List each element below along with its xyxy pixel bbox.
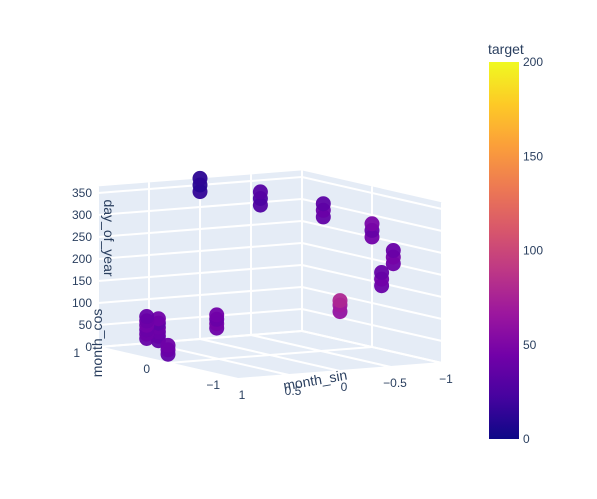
gridline-y	[97, 330, 303, 348]
z-tick-label: 300	[72, 208, 92, 222]
x-tick-label: 0	[341, 380, 348, 394]
data-point	[150, 311, 166, 327]
x-tick-label: 1	[239, 388, 246, 402]
scatter-points	[139, 170, 401, 362]
data-point	[315, 196, 331, 212]
gridline-y	[167, 346, 373, 364]
colorbar-tick-label: 0	[523, 432, 530, 446]
x-tick-label: −0.5	[383, 376, 407, 390]
z-tick-label: 100	[72, 296, 92, 310]
z-tick-label: 50	[79, 318, 93, 332]
colorbar-tick-label: 100	[523, 244, 543, 258]
data-point	[192, 170, 208, 186]
x-tick-label: −1	[439, 372, 453, 386]
colorbar-title: target	[488, 41, 524, 57]
data-point	[374, 265, 390, 280]
gridline-y	[237, 362, 443, 380]
data-point	[252, 184, 268, 200]
colorbar-tick-label: 200	[523, 55, 543, 69]
z-tick-label: 150	[72, 274, 92, 288]
data-point	[385, 243, 401, 258]
data-point	[209, 307, 225, 323]
colorbar-ticks: 0 50 100 150 200	[523, 55, 543, 446]
y-axis-title: month_cos	[89, 309, 105, 377]
data-point	[139, 309, 155, 324]
data-point	[332, 293, 348, 309]
colorbar-tick-label: 50	[523, 338, 537, 352]
z-axis-title: day_of_year	[101, 199, 117, 276]
scene-grid	[97, 170, 443, 380]
z-tick-label: 0	[85, 340, 92, 354]
z-tick-label: 250	[72, 230, 92, 244]
y-tick-label: 1	[73, 346, 80, 360]
y-tick-label: 0	[143, 362, 150, 376]
data-point	[364, 216, 380, 232]
y-tick-label: −1	[206, 378, 220, 392]
colorbar	[489, 62, 519, 439]
x-tick-label: 0.5	[285, 384, 302, 398]
colorbar-tick-label: 150	[523, 149, 543, 163]
z-tick-label: 350	[72, 186, 92, 200]
data-point	[160, 337, 176, 353]
z-tick-label: 200	[72, 252, 92, 266]
